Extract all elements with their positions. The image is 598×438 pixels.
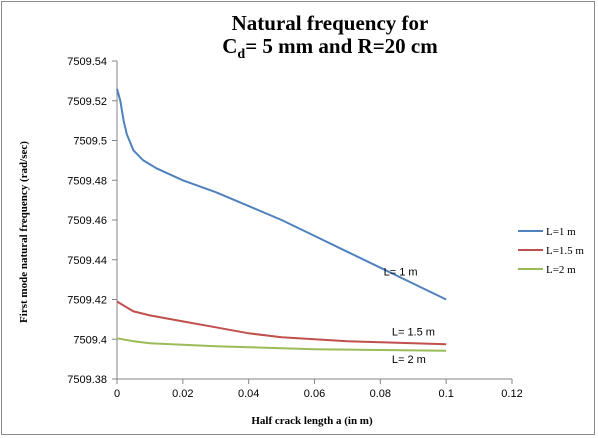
y-tick-label: 7509.38 xyxy=(67,374,107,386)
y-tick-label: 7509.4 xyxy=(73,334,107,346)
x-tick-label: 0.12 xyxy=(501,388,522,400)
y-axis-title: First mode natural frequency (rad/sec) xyxy=(18,141,30,323)
y-tick-label: 7509.48 xyxy=(67,175,107,187)
annotation-label-2: L= 1.5 m xyxy=(392,326,435,338)
legend-label-2: L=1.5 m xyxy=(546,245,584,257)
chart-title-line1: Natural frequency for xyxy=(232,11,429,35)
annotation-label-1: L= 1 m xyxy=(384,267,418,279)
chart-title-line2: Cd= 5 mm and R=20 cm xyxy=(222,34,438,62)
x-tick-label: 0.04 xyxy=(238,388,259,400)
y-tick-label: 7509.54 xyxy=(67,56,107,68)
annotations: L= 1 m L= 1.5 m L= 2 m xyxy=(384,267,435,366)
legend-label-1: L=1 m xyxy=(546,226,576,238)
y-tick-label: 7509.42 xyxy=(67,295,107,307)
series-line-1 xyxy=(116,88,447,301)
series-line-2 xyxy=(116,300,447,346)
series-layer xyxy=(116,88,447,352)
x-tick-label: 0.1 xyxy=(439,388,454,400)
annotation-label-3: L= 2 m xyxy=(392,354,426,366)
y-tick-label: 7509.5 xyxy=(73,136,107,148)
legend: L=1 m L=1.5 m L=2 m xyxy=(518,226,584,276)
x-tick-label: 0 xyxy=(114,388,120,400)
x-tick-label: 0.08 xyxy=(370,388,391,400)
legend-label-3: L=2 m xyxy=(546,264,576,276)
x-tick-label: 0.02 xyxy=(172,388,193,400)
x-tick-label: 0.06 xyxy=(304,388,325,400)
axes: 7509.38 7509.4 7509.42 7509.44 7509.46 7509.4… xyxy=(67,56,522,400)
series-line-3 xyxy=(116,337,447,352)
y-tick-label: 7509.46 xyxy=(67,215,107,227)
y-tick-label: 7509.44 xyxy=(67,255,107,267)
x-axis-title: Half crack length a (in m) xyxy=(251,415,373,427)
y-tick-label: 7509.52 xyxy=(67,96,107,108)
